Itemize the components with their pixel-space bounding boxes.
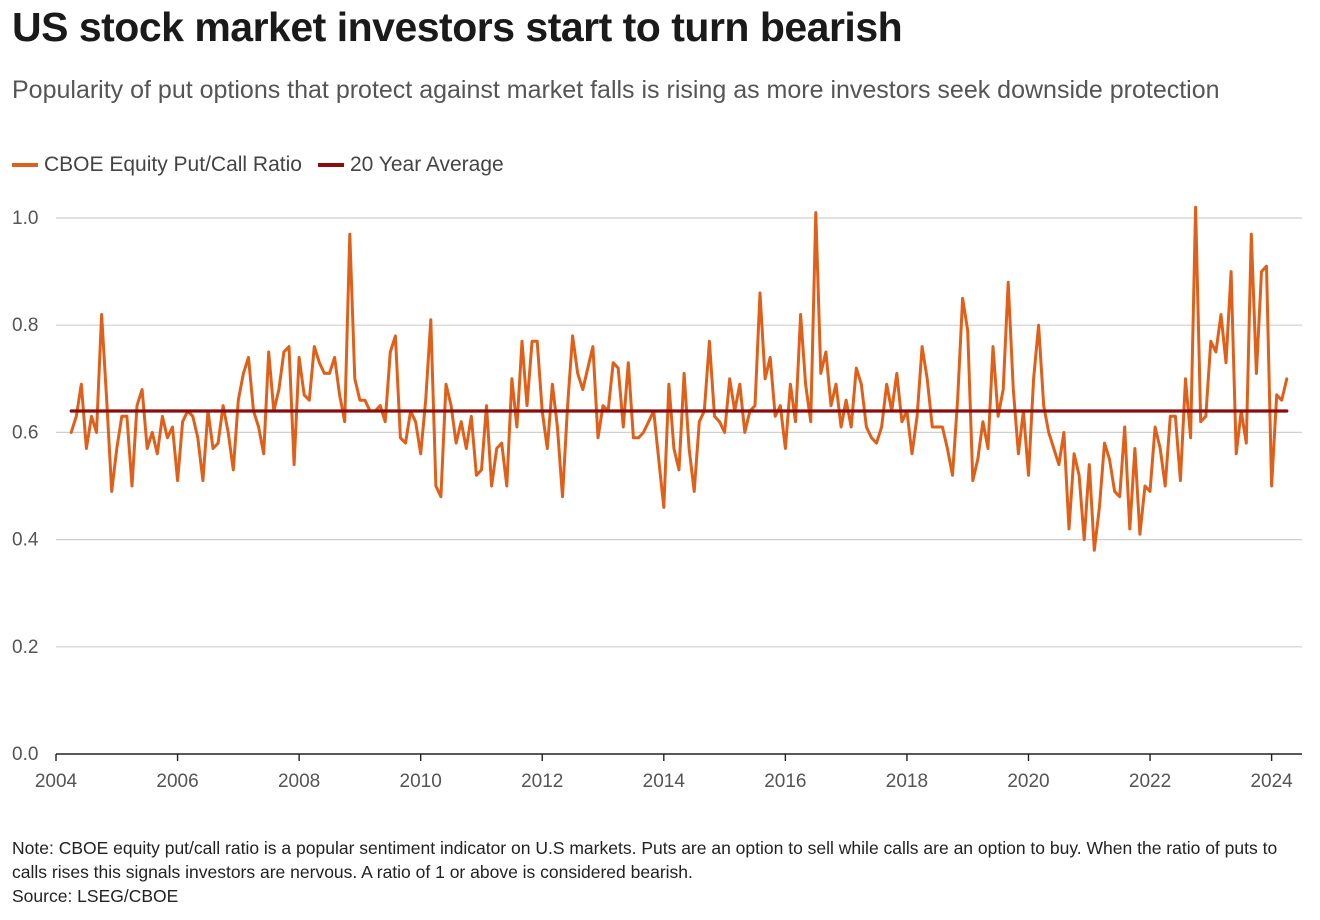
x-tick-label: 2016 [764, 771, 806, 792]
chart-legend: CBOE Equity Put/Call Ratio 20 Year Avera… [12, 150, 504, 180]
x-tick-label: 2022 [1129, 771, 1171, 792]
x-tick-label: 2012 [521, 771, 563, 792]
x-tick-label: 2006 [156, 771, 198, 792]
y-tick-label: 1.0 [12, 208, 38, 229]
y-tick-label: 0.8 [12, 315, 38, 336]
chart-subtitle: Popularity of put options that protect a… [12, 76, 1220, 104]
x-tick-label: 2008 [278, 771, 320, 792]
legend-swatch-20-year-average [317, 163, 344, 167]
legend-label-put-call-ratio: CBOE Equity Put/Call Ratio [44, 153, 302, 176]
axes: 0.0 0.2 0.4 0.6 0.8 1.0 2004 2006 2008 2010 2012 20… [12, 208, 1302, 792]
legend-label-20-year-average: 20 Year Average [349, 153, 504, 176]
y-tick-label: 0.6 [12, 422, 38, 443]
legend-item-20-year-average: 20 Year Average [317, 153, 504, 177]
legend-swatch-put-call-ratio [12, 163, 38, 167]
x-tick-label: 2014 [643, 771, 686, 792]
x-tick-label: 2004 [35, 771, 78, 792]
y-tick-label: 0.4 [12, 530, 39, 551]
y-tick-label: 0.2 [12, 637, 38, 658]
chart-footer: Note: CBOE equity put/call ratio is a po… [12, 836, 1312, 908]
series-line-put-call-ratio [69, 205, 1289, 552]
x-tick-label: 2018 [886, 771, 928, 792]
legend-item-put-call-ratio: CBOE Equity Put/Call Ratio [12, 153, 302, 177]
chart-title: US stock market investors start to turn … [12, 4, 903, 50]
chart-note: Note: CBOE equity put/call ratio is a po… [12, 838, 1278, 882]
y-tick-label: 0.0 [12, 744, 38, 765]
x-tick-label: 2020 [1007, 771, 1049, 792]
chart-source: Source: LSEG/CBOE [12, 886, 179, 906]
x-tick-label: 2024 [1250, 771, 1293, 792]
line-chart: 0.0 0.2 0.4 0.6 0.8 1.0 2004 2006 2008 2010 2012 20… [12, 205, 1302, 792]
x-tick-label: 2010 [400, 771, 442, 792]
gridlines [56, 217, 1302, 648]
series-lines [69, 205, 1289, 552]
